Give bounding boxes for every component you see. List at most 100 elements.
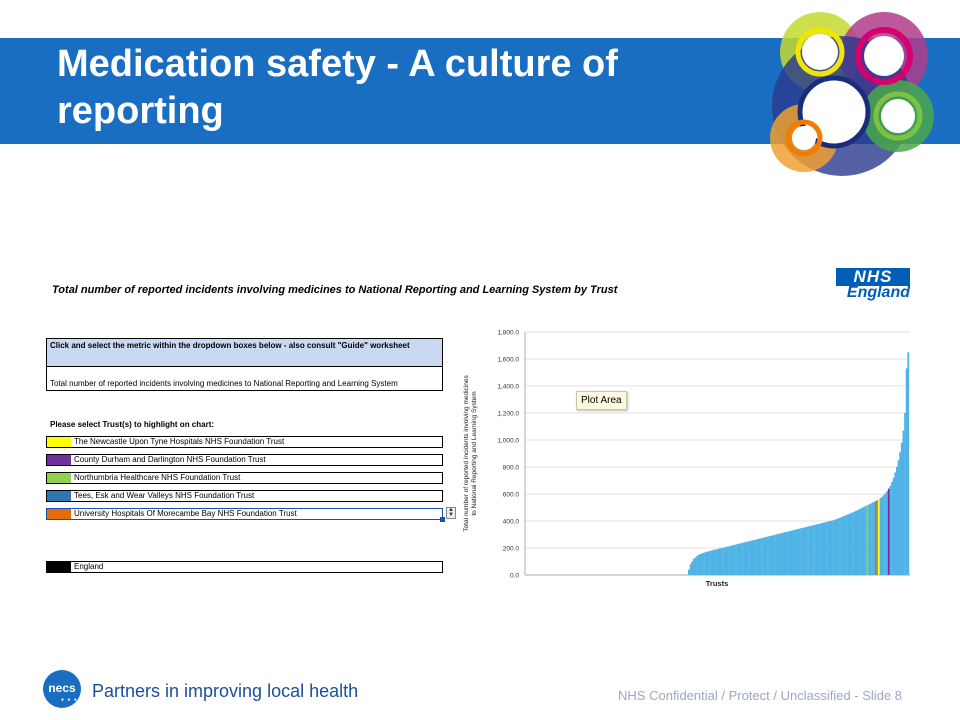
bar <box>759 538 762 575</box>
bar <box>831 520 833 575</box>
bar <box>847 514 850 575</box>
trust-select-row-3[interactable]: Northumbria Healthcare NHS Foundation Tr… <box>46 472 443 484</box>
bar <box>710 550 713 575</box>
bar <box>871 502 874 575</box>
bar <box>748 541 750 575</box>
y-tick-label: 600.0 <box>503 492 520 499</box>
trust-select-row-1[interactable]: The Newcastle Upon Tyne Hospitals NHS Fo… <box>46 436 443 448</box>
bar <box>702 552 705 575</box>
bar <box>853 511 856 575</box>
nhs-england-logo: NHS England <box>810 268 910 302</box>
bar <box>722 547 724 575</box>
trust-name: Tees, Esk and Wear Valleys NHS Foundatio… <box>74 491 255 500</box>
bar <box>717 548 720 575</box>
y-axis-label: Total number of reported incidents invol… <box>463 375 478 532</box>
bar <box>801 527 804 575</box>
bar <box>879 498 882 575</box>
bar <box>870 503 872 575</box>
bar <box>850 512 853 575</box>
resize-handle[interactable] <box>440 517 445 522</box>
report-title: Total number of reported incidents invol… <box>52 284 618 296</box>
bar <box>821 523 824 575</box>
y-tick-label: 800.0 <box>503 465 520 472</box>
bar <box>712 550 715 575</box>
bar <box>813 525 815 575</box>
bar <box>744 542 747 575</box>
bar <box>873 501 876 575</box>
bar <box>785 531 788 575</box>
y-tick-label: 1,000.0 <box>497 438 519 445</box>
decorative-circles-graphic <box>770 12 934 176</box>
incidents-bar-chart[interactable]: 0.0 200.0 400.0 600.0 800.0 1,000.0 1,200.0 1,4… <box>455 320 920 595</box>
bar <box>800 528 802 575</box>
bar <box>834 519 837 575</box>
bar <box>897 460 900 575</box>
bar <box>787 531 789 575</box>
trust-select-row-2[interactable]: County Durham and Darlington NHS Foundat… <box>46 454 443 466</box>
bar <box>749 540 752 575</box>
bar <box>907 352 910 575</box>
bar <box>746 541 749 575</box>
bar <box>842 516 845 575</box>
bar <box>764 537 767 575</box>
trust-name: England <box>74 562 104 571</box>
trust-select-row-5[interactable]: University Hospitals Of Morecambe Bay NH… <box>46 508 443 520</box>
bar <box>803 527 806 575</box>
bar <box>709 550 711 575</box>
bar <box>839 517 841 575</box>
bar <box>894 472 897 575</box>
plot-area-tooltip: Plot Area <box>576 391 627 410</box>
bar <box>705 551 708 575</box>
bar <box>696 556 698 575</box>
highlight-bar <box>874 501 877 575</box>
bar <box>770 535 773 575</box>
bar <box>792 530 794 575</box>
y-tick-label: 0.0 <box>510 573 519 580</box>
bar <box>822 522 825 575</box>
bar <box>775 534 778 575</box>
trust-select-row-4[interactable]: Tees, Esk and Wear Valleys NHS Foundatio… <box>46 490 443 502</box>
bar <box>697 554 700 575</box>
bar <box>904 413 906 575</box>
bar <box>689 564 692 575</box>
bar <box>769 535 772 575</box>
y-tick-label: 1,200.0 <box>497 411 519 418</box>
bar <box>740 543 742 575</box>
trust-color-swatch <box>47 491 71 501</box>
bar <box>777 533 780 575</box>
bar <box>725 546 728 575</box>
bar <box>762 537 765 575</box>
bar <box>857 509 859 575</box>
necs-logo-dots: ● ● ● <box>61 697 78 703</box>
necs-logo: necs <box>43 670 81 708</box>
bar <box>827 521 830 575</box>
highlight-bar <box>878 499 880 575</box>
highlight-bar <box>887 488 890 575</box>
highlight-bar <box>866 505 869 575</box>
bar <box>741 542 744 575</box>
bar <box>892 477 895 575</box>
bar <box>688 569 690 575</box>
trust-name: Northumbria Healthcare NHS Foundation Tr… <box>74 473 241 482</box>
bar <box>891 481 893 575</box>
metric-dropdown[interactable]: Total number of reported incidents invol… <box>46 367 443 391</box>
trust-select-row-england[interactable]: England <box>46 561 443 573</box>
trust-color-swatch <box>47 509 71 519</box>
bar <box>884 493 887 575</box>
bar <box>860 508 863 575</box>
bar <box>881 496 884 575</box>
trust-name: The Newcastle Upon Tyne Hospitals NHS Fo… <box>74 437 285 446</box>
bar <box>730 545 733 575</box>
bar <box>723 547 726 575</box>
bar <box>865 505 867 575</box>
bar <box>772 535 775 575</box>
bar <box>790 530 793 575</box>
bar <box>694 557 697 575</box>
bar <box>809 525 812 575</box>
bar <box>701 553 703 575</box>
dropdown-spinner-icon[interactable]: ▲ ▼ <box>446 507 456 519</box>
bar <box>855 510 858 575</box>
bar <box>757 538 760 575</box>
slide-title: Medication safety - A culture of reporti… <box>57 43 618 132</box>
bar <box>868 504 871 575</box>
